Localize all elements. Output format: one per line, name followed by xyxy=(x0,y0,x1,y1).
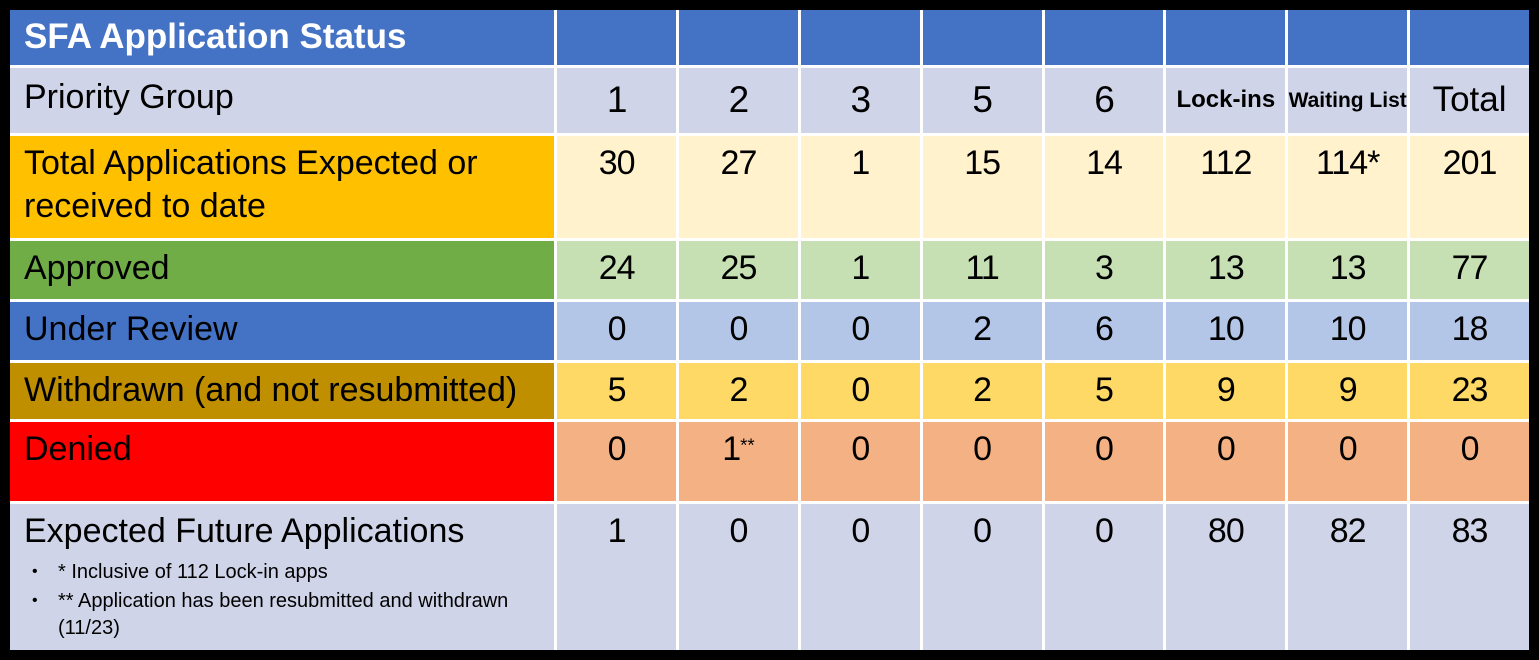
title-blank-cell xyxy=(557,10,677,65)
value-cell: 0 xyxy=(800,503,920,650)
title-blank-cell xyxy=(1166,10,1286,65)
value-cell-denied-footnoted: 1** xyxy=(679,421,798,501)
value-cell: 30 xyxy=(557,135,677,239)
denied-value: 1 xyxy=(722,429,741,468)
denied-footnote-marker: ** xyxy=(740,434,755,456)
value-cell: 27 xyxy=(679,135,798,239)
row-denied: Denied 0 1** 0 0 0 0 0 0 xyxy=(10,421,1529,501)
value-cell: 2 xyxy=(679,362,798,419)
column-header-6: 6 xyxy=(1044,67,1164,133)
value-cell: 9 xyxy=(1288,362,1408,419)
value-cell: 23 xyxy=(1410,362,1529,419)
value-cell: 6 xyxy=(1044,302,1164,360)
title-blank-cell xyxy=(1288,10,1408,65)
row-label-approved: Approved xyxy=(10,241,555,300)
value-cell: 9 xyxy=(1166,362,1286,419)
title-blank-cell xyxy=(922,10,1042,65)
value-cell: 15 xyxy=(922,135,1042,239)
value-cell: 77 xyxy=(1410,241,1529,300)
row-label-withdrawn: Withdrawn (and not resubmitted) xyxy=(10,362,555,419)
value-cell: 0 xyxy=(557,302,677,360)
value-cell: 2 xyxy=(922,302,1042,360)
value-cell: 0 xyxy=(1044,503,1164,650)
value-cell-waiting-total: 114* xyxy=(1288,135,1408,239)
row-label-expected-future: Expected Future Applications • * Inclusi… xyxy=(10,503,555,650)
title-blank-cell xyxy=(679,10,798,65)
row-under-review: Under Review 0 0 0 2 6 10 10 18 xyxy=(10,302,1529,360)
title-row: SFA Application Status xyxy=(10,10,1529,65)
value-cell: 0 xyxy=(922,503,1042,650)
value-cell: 25 xyxy=(679,241,798,300)
footnote-text-1: * Inclusive of 112 Lock-in apps xyxy=(58,561,328,584)
value-cell: 11 xyxy=(922,241,1042,300)
footnote-item: • ** Application has been resubmitted an… xyxy=(24,588,544,642)
row-label-denied: Denied xyxy=(10,421,555,501)
footnote-item: • * Inclusive of 112 Lock-in apps xyxy=(24,559,544,586)
column-header-lockins: Lock-ins xyxy=(1166,67,1286,133)
row-total-applications: Total Applications Expected or received … xyxy=(10,135,1529,239)
column-header-1: 1 xyxy=(557,67,677,133)
value-cell: 0 xyxy=(922,421,1042,501)
value-cell: 0 xyxy=(1410,421,1529,501)
value-cell: 5 xyxy=(557,362,677,419)
row-label-under-review: Under Review xyxy=(10,302,555,360)
footnote-text-2: ** Application has been resubmitted and … xyxy=(58,590,509,640)
value-cell: 82 xyxy=(1288,503,1408,650)
value-cell: 0 xyxy=(679,503,798,650)
bullet-glyph: • xyxy=(32,592,38,610)
value-cell: 18 xyxy=(1410,302,1529,360)
value-cell: 1 xyxy=(800,135,920,239)
column-header-2: 2 xyxy=(679,67,798,133)
bullet-glyph: • xyxy=(32,563,38,581)
value-cell: 83 xyxy=(1410,503,1529,650)
table-clip: SFA Application Status Priority Group 1 … xyxy=(10,10,1529,650)
value-cell: 10 xyxy=(1166,302,1286,360)
value-cell: 3 xyxy=(1044,241,1164,300)
title-blank-cell xyxy=(800,10,920,65)
value-cell: 112 xyxy=(1166,135,1286,239)
value-cell: 5 xyxy=(1044,362,1164,419)
column-header-5: 5 xyxy=(922,67,1042,133)
row-approved: Approved 24 25 1 11 3 13 13 77 xyxy=(10,241,1529,300)
row-withdrawn: Withdrawn (and not resubmitted) 5 2 0 2 … xyxy=(10,362,1529,419)
value-cell: 0 xyxy=(1166,421,1286,501)
value-cell: 0 xyxy=(800,421,920,501)
value-cell: 1 xyxy=(800,241,920,300)
title-blank-cell xyxy=(1410,10,1529,65)
value-cell: 0 xyxy=(800,362,920,419)
value-cell: 0 xyxy=(1044,421,1164,501)
title-blank-cell xyxy=(1044,10,1164,65)
sfa-status-table: SFA Application Status Priority Group 1 … xyxy=(10,10,1529,650)
column-header-row: Priority Group 1 2 3 5 6 Lock-ins Waitin… xyxy=(10,67,1529,133)
column-header-total: Total xyxy=(1410,67,1529,133)
column-header-waiting-list: Waiting List xyxy=(1288,67,1408,133)
value-cell: 201 xyxy=(1410,135,1529,239)
column-header-3: 3 xyxy=(800,67,920,133)
table-title: SFA Application Status xyxy=(10,10,555,65)
value-cell: 0 xyxy=(1288,421,1408,501)
value-cell: 10 xyxy=(1288,302,1408,360)
expected-future-heading: Expected Future Applications xyxy=(24,511,465,550)
value-cell: 24 xyxy=(557,241,677,300)
value-cell: 2 xyxy=(922,362,1042,419)
value-cell: 0 xyxy=(557,421,677,501)
value-cell: 80 xyxy=(1166,503,1286,650)
value-cell: 13 xyxy=(1166,241,1286,300)
row-label-total-applications: Total Applications Expected or received … xyxy=(10,135,555,239)
value-cell: 1 xyxy=(557,503,677,650)
footnote-list: • * Inclusive of 112 Lock-in apps • ** A… xyxy=(24,559,544,642)
priority-group-header: Priority Group xyxy=(10,67,555,133)
value-cell: 13 xyxy=(1288,241,1408,300)
value-cell: 0 xyxy=(800,302,920,360)
value-cell: 14 xyxy=(1044,135,1164,239)
row-expected-future: Expected Future Applications • * Inclusi… xyxy=(10,503,1529,650)
value-cell: 0 xyxy=(679,302,798,360)
